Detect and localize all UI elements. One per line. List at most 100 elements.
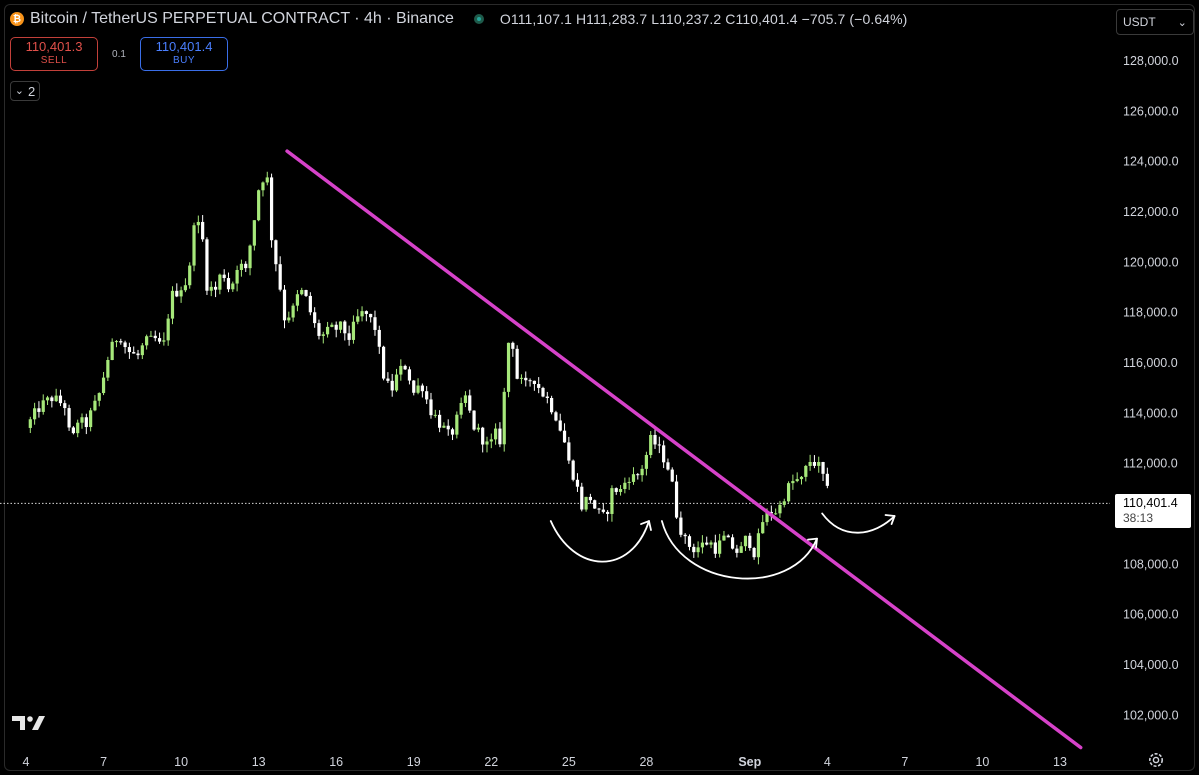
candle-body [739,546,743,553]
candle-body [265,177,269,183]
candle-body [157,338,162,342]
candle-body [28,419,32,428]
time-tick-label: 13 [1053,755,1067,769]
buy-price: 110,401.4 [155,39,213,54]
price-tick-label: 120,000.0 [1123,255,1179,269]
candle-body [381,346,386,379]
candle-body [502,391,506,445]
candle-body [140,345,144,356]
candle-body [429,399,433,416]
candle-body [584,496,588,510]
candle-body [54,395,58,402]
candle-body [334,324,338,330]
candle-body [769,511,773,514]
candle-body [545,396,549,398]
candle-body [640,468,644,476]
candle-body [601,509,605,512]
price-tick-label: 112,000.0 [1123,457,1178,471]
projected-move-arc [821,512,896,534]
candle-body [567,442,571,461]
candle-body [248,245,252,269]
left-cup-arc [549,520,650,563]
candle-body [123,342,127,348]
candle-body [291,305,295,318]
candle-body [407,369,412,381]
symbol-title[interactable]: Bitcoin / TetherUS PERPETUAL CONTRACT · … [30,10,454,27]
candle-body [662,445,666,463]
candle-body [317,323,321,336]
time-tick-label: 13 [252,755,266,769]
time-tick-label: 7 [100,755,107,769]
price-tick-label: 104,000.0 [1123,658,1179,672]
candle-body [515,348,519,379]
spread-value: 0.1 [112,48,126,60]
candle-body [127,347,131,353]
chevron-down-icon: ⌄ [14,85,24,97]
candle-body [330,324,334,327]
sell-button[interactable]: 110,401.3 SELL [10,37,98,71]
sell-label: SELL [40,55,68,66]
candle-body [244,263,248,269]
candle-body [735,548,739,553]
candle-body [261,182,265,191]
candle-body [347,333,351,340]
candle-body [597,508,601,510]
time-tick-label: 7 [901,755,908,769]
candle-body [274,240,278,265]
price-tick-label: 114,000.0 [1123,406,1178,420]
candle-body [325,326,330,335]
candle-body [821,462,825,474]
candle-body [554,412,558,421]
candle-body [610,488,614,514]
candle-body [765,511,769,523]
candle-body [799,476,804,480]
candle-body [278,264,282,290]
candle-body [489,439,493,442]
candle-body [472,410,476,430]
chart-frame [4,4,1195,771]
candle-body [162,340,166,342]
descending-trendline [285,149,1083,750]
buy-button[interactable]: 110,401.4 BUY [140,37,228,71]
candle-body [41,400,45,412]
candle-body [356,316,360,322]
last-price-value: 110,401.4 [1123,496,1178,510]
candle-body [558,420,562,431]
candle-body [89,410,93,428]
candle-body [442,425,446,428]
currency-select[interactable]: USDT ⌄ [1116,9,1194,35]
candle-body [132,352,136,354]
candle-body [657,444,661,446]
candle-body [412,380,416,393]
market-status-icon[interactable] [473,14,484,24]
candle-body [666,462,670,470]
candle-body [386,378,390,381]
candle-body [481,427,485,445]
candle-body [541,387,545,397]
candle-body [300,290,304,295]
time-axis[interactable]: 4 7 10 13 16 19 22 25 28 Sep 4 7 10 13 [23,755,1067,769]
candle-body [196,221,200,226]
indicators-toggle-button[interactable]: ⌄ 2 [10,81,40,101]
tradingview-logo-icon[interactable] [12,714,46,737]
candle-body [817,462,821,466]
candle-body [166,318,170,341]
candle-body [636,474,640,476]
bar-countdown: 38:13 [1123,511,1154,525]
candle-body [119,341,123,343]
candle-body [722,535,726,541]
price-tick-label: 118,000.0 [1123,306,1178,320]
last-price-label: 110,401.4 38:13 [1115,494,1191,528]
gear-icon[interactable] [1147,751,1165,774]
left-cup-arrowhead [640,520,652,531]
candle-body [524,377,528,381]
price-tick-label: 106,000.0 [1123,608,1179,622]
candle-body [67,408,71,428]
candle-body [692,546,696,553]
price-tick-label: 122,000.0 [1123,205,1179,219]
time-tick-label: 25 [562,755,576,769]
price-axis[interactable]: 102,000.0 104,000.0 106,000.0 108,000.0 110,… [1123,54,1179,722]
candle-body [287,317,291,321]
candle-body [183,285,188,291]
